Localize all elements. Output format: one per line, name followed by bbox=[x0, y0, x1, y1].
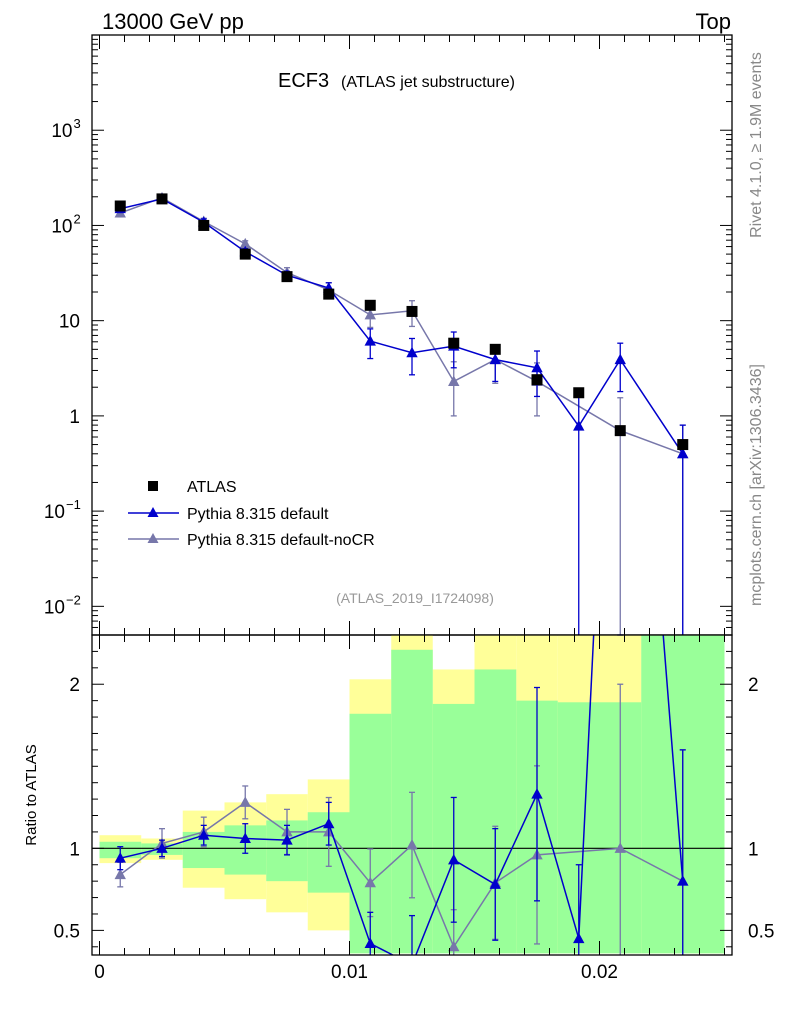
main-y-tick-label: 10 bbox=[44, 502, 65, 523]
main-series-point bbox=[531, 361, 543, 373]
data-point-atlas bbox=[448, 337, 460, 349]
ratio-series-point bbox=[239, 832, 251, 843]
main-y-tick-label: 10 bbox=[44, 597, 65, 618]
ratio-series-point bbox=[448, 853, 460, 865]
data-point-atlas bbox=[406, 305, 418, 317]
ratio-y-tick-label: 0.5 bbox=[54, 921, 80, 942]
main-y-tick-exponent: 2 bbox=[74, 211, 81, 226]
chart-title-sub: (ATLAS jet substructure) bbox=[341, 74, 515, 91]
data-point-atlas bbox=[573, 387, 585, 399]
ratio-series-point bbox=[489, 878, 501, 889]
ratio-series-point bbox=[156, 842, 168, 853]
legend-label-default: Pythia 8.315 default bbox=[187, 506, 329, 523]
ratio-y-tick-label-right: 1 bbox=[748, 839, 759, 860]
main-series-point bbox=[489, 353, 501, 365]
main-y-tick-exponent: 3 bbox=[74, 116, 81, 131]
main-y-tick-label: 10 bbox=[51, 216, 72, 237]
main-series-line bbox=[119, 197, 684, 455]
ratio-plot-frame bbox=[91, 634, 733, 956]
chart-title-main: ECF3 bbox=[278, 70, 329, 92]
main-series-point bbox=[448, 375, 460, 386]
main-series-point bbox=[364, 335, 376, 346]
main-series-point bbox=[677, 447, 689, 459]
ratio-y-tick-label: 2 bbox=[69, 675, 80, 696]
ratio-series-point bbox=[114, 852, 126, 863]
ratio-series-point bbox=[406, 839, 418, 850]
main-y-tick-exponent: −2 bbox=[66, 592, 81, 607]
main-series-line bbox=[120, 198, 684, 455]
ratio-series-point bbox=[239, 796, 251, 807]
data-point-atlas bbox=[114, 200, 126, 212]
ratio-series-point bbox=[364, 876, 376, 888]
ratio-y-tick-label: 1 bbox=[69, 839, 80, 860]
ratio-series-point bbox=[281, 834, 293, 845]
energy-label: 13000 GeV pp bbox=[102, 9, 244, 34]
ratio-series-line bbox=[120, 635, 684, 955]
data-point-atlas bbox=[489, 343, 501, 355]
ratio-series-point bbox=[677, 875, 689, 886]
data-point-atlas bbox=[364, 299, 376, 311]
data-point-atlas bbox=[531, 374, 543, 386]
ratio-series-point bbox=[573, 932, 585, 944]
main-series-point bbox=[239, 237, 251, 249]
main-series-point bbox=[614, 353, 626, 365]
main-series-point bbox=[364, 308, 376, 320]
ratio-series-point bbox=[114, 868, 126, 880]
main-series-point bbox=[573, 420, 585, 431]
ratio-series-point bbox=[323, 817, 335, 829]
data-point-atlas bbox=[323, 288, 335, 300]
analysis-id-label: (ATLAS_2019_I1724098) bbox=[336, 590, 494, 606]
data-point-atlas bbox=[281, 271, 293, 283]
main-y-tick-label: 1 bbox=[69, 407, 80, 428]
legend-marker-default bbox=[147, 507, 159, 517]
data-point-atlas bbox=[614, 425, 626, 437]
ratio-series-point bbox=[614, 842, 626, 853]
ratio-y-axis-label: Ratio to ATLAS bbox=[23, 744, 40, 845]
ratio-series-point bbox=[448, 940, 460, 952]
main-series-point bbox=[406, 346, 418, 358]
data-point-atlas bbox=[156, 193, 168, 205]
legend-marker-atlas bbox=[148, 481, 158, 491]
data-point-atlas bbox=[677, 439, 689, 451]
ratio-y-tick-label-right: 2 bbox=[748, 675, 759, 696]
legend-label-nocr: Pythia 8.315 default-noCR bbox=[187, 532, 375, 549]
ratio-series-point bbox=[364, 937, 376, 949]
x-tick-label: 0.01 bbox=[331, 962, 368, 983]
ratio-series-point bbox=[531, 788, 543, 799]
data-point-atlas bbox=[239, 248, 251, 260]
data-point-atlas bbox=[198, 219, 210, 231]
ratio-plot-panel: 0.5 0.5 1 1 2 2 0 0.01 0.02 Ratio to ATLAS bbox=[23, 634, 774, 983]
process-label: Top bbox=[696, 9, 731, 34]
main-y-tick-label: 10 bbox=[59, 312, 80, 333]
main-y-tick-exponent: −1 bbox=[66, 497, 81, 512]
ratio-y-tick-label-right: 0.5 bbox=[748, 921, 774, 942]
legend: ATLAS Pythia 8.315 default Pythia 8.315 … bbox=[128, 479, 375, 549]
ratio-series-point bbox=[198, 829, 210, 840]
legend-label-atlas: ATLAS bbox=[187, 479, 237, 496]
legend-marker-nocr bbox=[147, 533, 159, 543]
main-y-tick-label: 10 bbox=[51, 121, 72, 142]
x-tick-label: 0.02 bbox=[581, 962, 618, 983]
mcplots-label: mcplots.cern.ch [arXiv:1306.3436] bbox=[748, 364, 765, 606]
x-tick-label: 0 bbox=[94, 962, 105, 983]
rivet-version-label: Rivet 4.1.0, ≥ 1.9M events bbox=[748, 52, 765, 238]
